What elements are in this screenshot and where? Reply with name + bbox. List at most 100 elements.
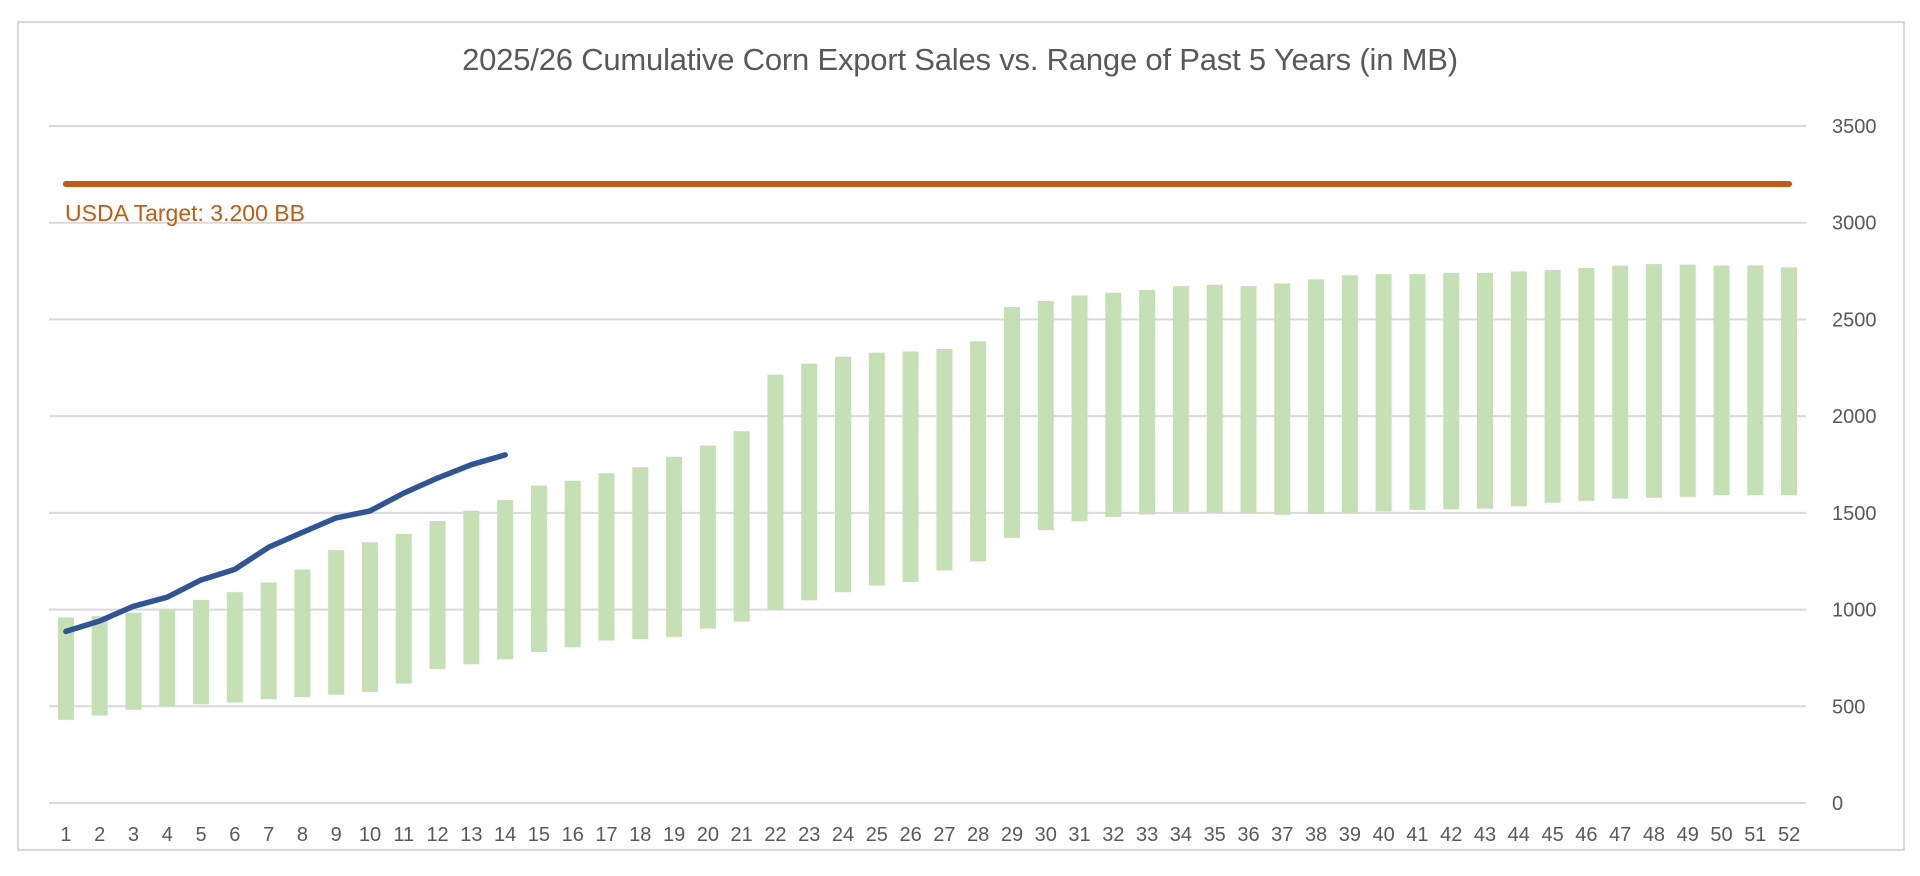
y-tick-label: 0	[1832, 793, 1843, 815]
x-tick-label: 33	[1136, 824, 1158, 846]
y-tick-label: 3500	[1832, 116, 1877, 138]
current-year-line-group	[63, 452, 508, 635]
range-bar	[1510, 271, 1527, 507]
range-bar	[868, 352, 885, 586]
range-bar	[564, 480, 581, 648]
range-bar	[1578, 267, 1595, 501]
range-bar	[970, 341, 987, 562]
x-tick-label: 22	[764, 824, 786, 846]
range-bar	[395, 533, 412, 684]
range-bar	[733, 431, 750, 622]
range-bar	[226, 592, 243, 703]
x-tick-label: 37	[1271, 824, 1293, 846]
range-bar	[1139, 290, 1156, 515]
range-bar	[1747, 265, 1764, 496]
range-bar	[159, 609, 176, 707]
x-tick-label: 32	[1102, 824, 1124, 846]
x-tick-label: 30	[1035, 824, 1057, 846]
range-bar	[1679, 264, 1696, 497]
x-tick-label: 2	[94, 824, 105, 846]
x-tick-label: 51	[1744, 824, 1766, 846]
y-tick-label: 500	[1832, 696, 1865, 718]
x-tick-label: 44	[1508, 824, 1530, 846]
range-bar	[361, 542, 378, 692]
x-tick-label: 38	[1305, 824, 1327, 846]
range-bar	[1645, 264, 1662, 498]
x-tick-label: 40	[1373, 824, 1395, 846]
range-bar	[936, 349, 953, 571]
x-tick-label: 52	[1778, 824, 1800, 846]
range-bar	[463, 510, 480, 665]
range-bar	[1781, 267, 1798, 496]
x-tick-label: 42	[1440, 824, 1462, 846]
range-bar	[1071, 295, 1088, 522]
range-bar	[429, 520, 446, 669]
range-bar	[598, 473, 615, 641]
y-tick-label: 2000	[1832, 406, 1877, 428]
x-tick-label: 5	[195, 824, 206, 846]
range-bar	[1443, 272, 1460, 510]
x-tick-label: 4	[162, 824, 173, 846]
range-bar	[1240, 286, 1257, 514]
range-bar	[1341, 275, 1358, 513]
range-bar	[1544, 270, 1561, 503]
range-bar	[193, 599, 210, 705]
range-bar	[1375, 274, 1392, 512]
range-bar	[699, 445, 716, 629]
range-bar	[1037, 301, 1054, 531]
x-tick-label: 45	[1541, 824, 1563, 846]
current-year-sales-line	[63, 452, 508, 635]
y-tick-label: 1500	[1832, 503, 1877, 525]
range-bar	[91, 616, 108, 716]
x-tick-label: 50	[1710, 824, 1732, 846]
x-tick-label: 21	[731, 824, 753, 846]
x-tick-label: 11	[393, 824, 414, 846]
range-bar	[1477, 272, 1494, 509]
y-tick-label: 2500	[1832, 309, 1877, 331]
x-tick-label: 46	[1575, 824, 1597, 846]
range-bar	[497, 500, 514, 660]
range-bar	[801, 363, 818, 601]
range-bar	[1206, 284, 1223, 513]
range-bar	[1003, 307, 1020, 538]
x-tick-label: 12	[426, 824, 448, 846]
x-tick-label: 9	[331, 824, 342, 846]
x-tick-label: 18	[629, 824, 651, 846]
x-tick-label: 26	[899, 824, 921, 846]
range-bar	[666, 456, 683, 637]
x-tick-label: 24	[832, 824, 854, 846]
x-tick-label: 49	[1677, 824, 1699, 846]
gridlines	[49, 125, 1806, 804]
y-axis-ticks: 0 500 1000 1500 2000 2500 3000 3500	[1832, 116, 1877, 815]
range-bar	[530, 485, 547, 653]
x-tick-label: 39	[1339, 824, 1361, 846]
chart-title: 2025/26 Cumulative Corn Export Sales vs.…	[462, 42, 1458, 77]
y-tick-label: 1000	[1832, 600, 1877, 622]
range-bar	[57, 617, 74, 720]
range-bar	[767, 374, 784, 610]
y-tick-label: 3000	[1832, 213, 1877, 235]
x-tick-label: 28	[967, 824, 989, 846]
x-tick-label: 47	[1609, 824, 1631, 846]
x-tick-label: 8	[297, 824, 308, 846]
range-bar	[1713, 265, 1730, 496]
x-tick-label: 14	[494, 824, 516, 846]
range-bar	[125, 612, 142, 710]
range-bars	[57, 264, 1798, 720]
x-tick-label: 29	[1001, 824, 1023, 846]
range-bar	[1105, 292, 1122, 517]
x-axis-ticks: 1 2 3 4 5 6 7 8 9 10 11 12 13 14 15 16 17 18 19 20 21 22 23 24 2…	[60, 824, 1800, 846]
x-tick-label: 20	[697, 824, 719, 846]
range-bar	[632, 467, 649, 639]
x-tick-label: 36	[1237, 824, 1259, 846]
x-tick-label: 48	[1643, 824, 1665, 846]
x-tick-label: 1	[60, 824, 71, 846]
x-tick-label: 6	[229, 824, 240, 846]
x-tick-label: 43	[1474, 824, 1496, 846]
range-bar	[1274, 283, 1291, 515]
x-tick-label: 23	[798, 824, 820, 846]
x-tick-label: 13	[460, 824, 482, 846]
range-bar	[1308, 279, 1325, 515]
x-tick-label: 3	[128, 824, 139, 846]
